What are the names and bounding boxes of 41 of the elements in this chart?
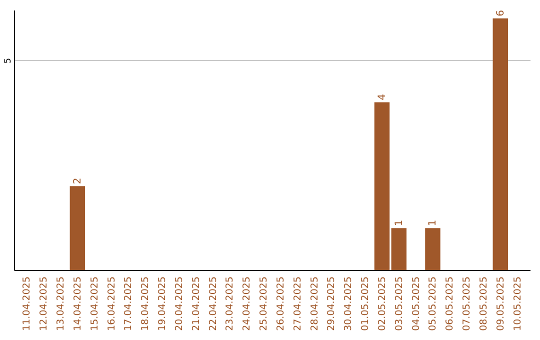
x-tick-label: 27.04.2025	[292, 276, 304, 331]
x-tick-label: 16.04.2025	[106, 276, 118, 331]
bar	[425, 228, 440, 270]
x-tick-label: 01.05.2025	[360, 276, 372, 331]
x-tick-label: 30.04.2025	[343, 276, 354, 331]
x-tick-label: 19.04.2025	[157, 276, 168, 331]
x-tick-label: 03.05.2025	[394, 276, 405, 331]
data-label: 1	[394, 220, 405, 226]
x-tick-label: 24.04.2025	[242, 276, 253, 331]
x-tick-label: 26.04.2025	[275, 276, 286, 331]
x-tick-label: 25.04.2025	[258, 276, 270, 331]
x-tick-label: 15.04.2025	[89, 276, 100, 331]
x-tick-label: 18.04.2025	[140, 276, 152, 331]
x-tick-label: 08.05.2025	[478, 276, 490, 331]
x-tick-label: 29.04.2025	[326, 276, 338, 331]
x-tick-label: 22.04.2025	[208, 276, 219, 331]
x-tick-label: 10.05.2025	[512, 276, 524, 331]
x-tick-label: 17.04.2025	[123, 276, 134, 331]
x-tick-label: 13.04.2025	[56, 276, 67, 331]
bar	[492, 18, 508, 270]
x-tick-label: 23.04.2025	[224, 276, 236, 331]
x-tick-label: 07.05.2025	[462, 276, 473, 331]
bar	[391, 228, 406, 270]
x-tick-label: 06.05.2025	[444, 276, 456, 331]
data-label: 2	[72, 178, 84, 184]
x-tick-label: 14.04.2025	[72, 276, 84, 331]
x-tick-label: 04.05.2025	[410, 276, 422, 331]
x-tick-label: 28.04.2025	[309, 276, 320, 331]
x-tick-label: 05.05.2025	[428, 276, 439, 331]
x-tick-label: 20.04.2025	[174, 276, 185, 331]
bar	[70, 186, 86, 270]
bar	[374, 102, 390, 270]
x-tick-label: 02.05.2025	[376, 276, 388, 331]
x-tick-label: 11.04.2025	[22, 276, 33, 331]
x-tick-label: 12.04.2025	[38, 276, 50, 331]
x-tick-label: 21.04.2025	[190, 276, 202, 331]
x-tick-label: 09.05.2025	[495, 276, 506, 331]
y-tick-label: 5	[4, 58, 14, 64]
data-label: 4	[376, 94, 388, 100]
data-label: 6	[495, 10, 506, 16]
data-label: 1	[428, 220, 439, 226]
